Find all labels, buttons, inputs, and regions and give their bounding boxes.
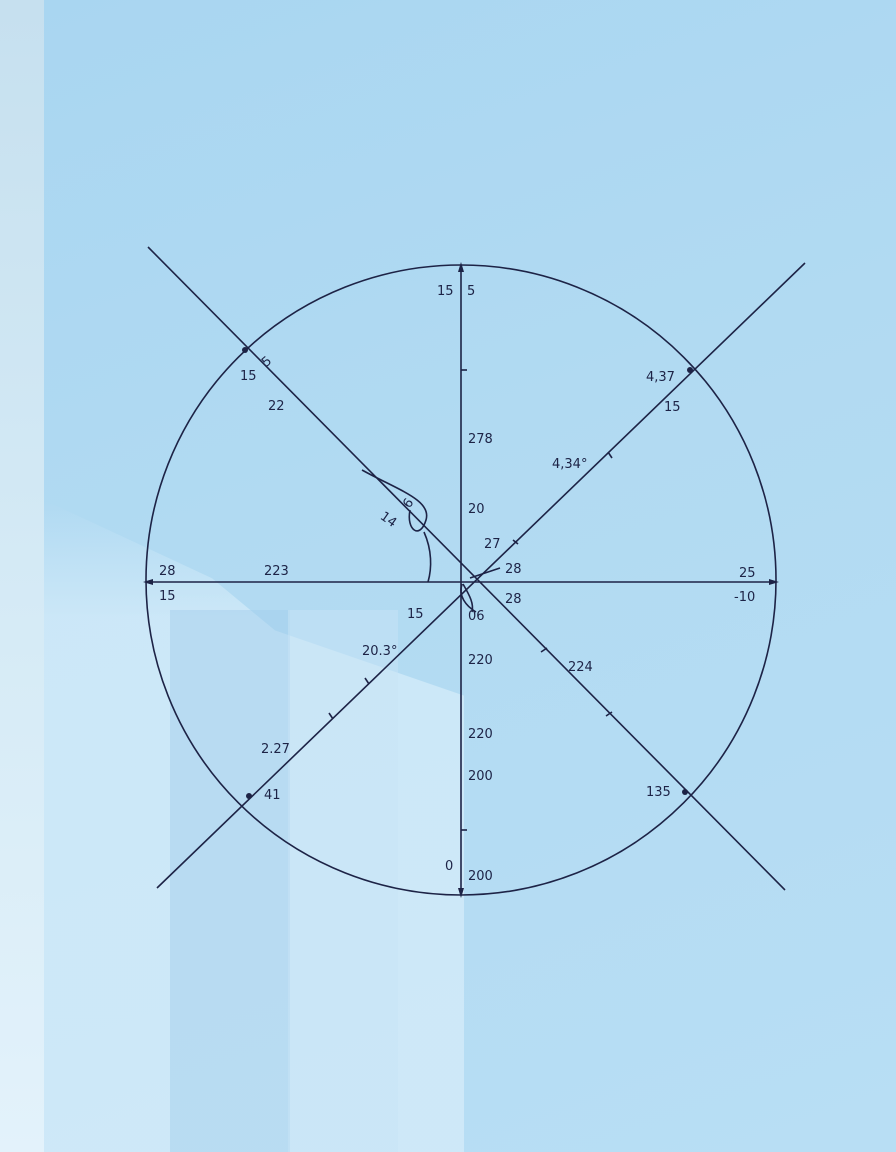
intersection-dot — [682, 789, 688, 795]
label-center-15: 15 — [407, 607, 424, 622]
label-lower-right-135: 135 — [646, 785, 671, 800]
label-top-right: 5 — [467, 284, 475, 299]
label-arc-14: 14 — [377, 509, 399, 531]
label-lower-left-227: 2.27 — [261, 742, 290, 757]
label-center-06: 06 — [468, 609, 485, 624]
tick-mark — [605, 711, 613, 717]
label-vertical-278: 278 — [468, 432, 493, 447]
tick-mark — [512, 539, 519, 545]
label-bottom-200: 200 — [468, 869, 493, 884]
diagonal-line-up — [156, 262, 806, 889]
label-left-15: 15 — [159, 589, 176, 604]
label-upper-left-22: 22 — [268, 399, 285, 414]
label-vertical-220-lower: 220 — [468, 727, 493, 742]
label-vertical-220-upper: 220 — [468, 653, 493, 668]
angle-arc — [361, 469, 428, 532]
label-vertical-200: 200 — [468, 769, 493, 784]
label-top-left: 15 — [437, 284, 454, 299]
label-left-28: 28 — [159, 564, 176, 579]
label-center-28-lower: 28 — [505, 592, 522, 607]
intersection-dot — [242, 347, 248, 353]
label-right-25: 25 — [739, 566, 756, 581]
label-lower-right-224: 224 — [568, 660, 593, 675]
left-arrow-marker — [143, 579, 153, 585]
label-horizontal-223: 223 — [264, 564, 289, 579]
angle-arc — [423, 531, 432, 583]
tick-mark — [607, 451, 613, 459]
label-right-minus-10: -10 — [734, 590, 755, 605]
label-bottom-0: 0 — [445, 859, 453, 874]
tick-mark — [364, 677, 370, 685]
label-upper-left-15: 15 — [240, 369, 257, 384]
intersection-dot — [687, 367, 693, 373]
diagonal-line-down — [147, 246, 786, 891]
label-center-28-upper: 28 — [505, 562, 522, 577]
label-upper-left-5: 5 — [259, 354, 275, 371]
label-vertical-20: 20 — [468, 502, 485, 517]
intersection-dot — [246, 793, 252, 799]
label-upper-right-15: 15 — [664, 400, 681, 415]
bottom-arrow-marker — [458, 888, 464, 898]
top-arrow-marker — [458, 262, 464, 272]
label-upper-right-437: 4,37 — [646, 370, 675, 385]
center-pointer — [469, 567, 501, 579]
right-arrow-marker — [769, 579, 779, 585]
label-upper-right-angle: 4,34° — [552, 457, 587, 472]
label-lower-left-41: 41 — [264, 788, 281, 803]
label-lower-left-angle: 20.3° — [362, 644, 397, 659]
shadow-band — [288, 610, 398, 1152]
tick-mark — [540, 647, 548, 653]
tick-mark — [328, 712, 334, 720]
label-center-27: 27 — [484, 537, 501, 552]
center-pointer — [460, 583, 477, 613]
shadow-band — [170, 610, 290, 1152]
